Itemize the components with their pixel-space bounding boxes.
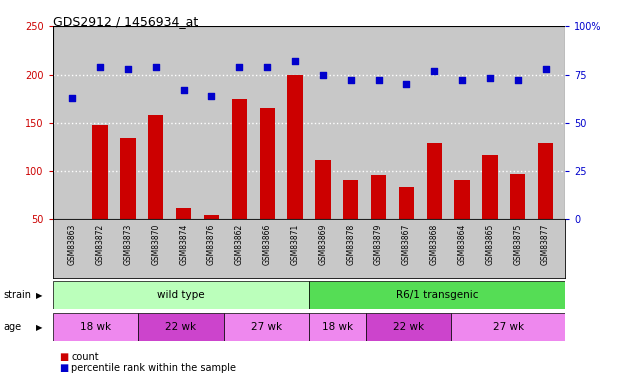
Text: GSM83867: GSM83867: [402, 224, 411, 266]
Bar: [427, 143, 442, 219]
Text: GDS2912 / 1456934_at: GDS2912 / 1456934_at: [53, 15, 198, 28]
Bar: [371, 175, 386, 219]
Bar: [538, 143, 553, 219]
Text: count: count: [71, 352, 99, 362]
Bar: [176, 208, 191, 219]
Text: GSM83877: GSM83877: [541, 224, 550, 266]
Point: [151, 64, 161, 70]
Text: GSM83865: GSM83865: [486, 224, 494, 266]
Bar: [204, 214, 219, 219]
Bar: [309, 281, 565, 309]
Point: [541, 66, 551, 72]
Point: [262, 64, 272, 70]
Bar: [53, 281, 309, 309]
Text: 22 wk: 22 wk: [393, 322, 424, 332]
Text: 27 wk: 27 wk: [251, 322, 282, 332]
Point: [95, 64, 105, 70]
Bar: [93, 125, 108, 219]
Text: GSM83868: GSM83868: [430, 224, 439, 265]
Point: [457, 77, 467, 83]
Text: age: age: [3, 322, 21, 332]
Text: GSM83866: GSM83866: [263, 224, 271, 266]
Text: 22 wk: 22 wk: [165, 322, 196, 332]
Text: 18 wk: 18 wk: [80, 322, 111, 332]
Bar: [315, 159, 330, 219]
Text: GSM83879: GSM83879: [374, 224, 383, 266]
Text: GSM83862: GSM83862: [235, 224, 244, 265]
Text: GSM83876: GSM83876: [207, 224, 216, 266]
Bar: [260, 108, 275, 219]
Text: 18 wk: 18 wk: [322, 322, 353, 332]
Point: [179, 87, 189, 93]
Bar: [120, 138, 135, 219]
Text: GSM83869: GSM83869: [319, 224, 327, 266]
Bar: [224, 313, 309, 341]
Text: GSM83871: GSM83871: [291, 224, 299, 265]
Text: GSM83875: GSM83875: [514, 224, 522, 266]
Text: GSM83873: GSM83873: [124, 224, 132, 266]
Bar: [138, 313, 224, 341]
Bar: [343, 180, 358, 219]
Point: [429, 68, 439, 74]
Bar: [510, 174, 525, 219]
Point: [513, 77, 523, 83]
Point: [290, 58, 300, 64]
Text: 27 wk: 27 wk: [492, 322, 524, 332]
Point: [207, 93, 217, 99]
Bar: [483, 154, 497, 219]
Bar: [451, 313, 565, 341]
Text: ▶: ▶: [36, 322, 42, 332]
Text: GSM83872: GSM83872: [96, 224, 104, 265]
Point: [234, 64, 244, 70]
Point: [123, 66, 133, 72]
Text: GSM83874: GSM83874: [179, 224, 188, 266]
Text: percentile rank within the sample: percentile rank within the sample: [71, 363, 237, 373]
Bar: [288, 75, 302, 219]
Text: strain: strain: [3, 290, 31, 300]
Bar: [148, 115, 163, 219]
Bar: [309, 313, 366, 341]
Text: R6/1 transgenic: R6/1 transgenic: [396, 290, 478, 300]
Point: [318, 72, 328, 78]
Bar: [366, 313, 451, 341]
Bar: [455, 180, 469, 219]
Bar: [232, 99, 247, 219]
Text: ■: ■: [59, 363, 68, 373]
Text: GSM83878: GSM83878: [347, 224, 355, 265]
Point: [346, 77, 356, 83]
Text: wild type: wild type: [157, 290, 205, 300]
Point: [401, 81, 411, 87]
Text: ■: ■: [59, 352, 68, 362]
Text: GSM83863: GSM83863: [68, 224, 77, 266]
Text: GSM83864: GSM83864: [458, 224, 466, 266]
Point: [67, 95, 77, 101]
Text: GSM83870: GSM83870: [152, 224, 160, 266]
Point: [374, 77, 384, 83]
Bar: [53, 313, 138, 341]
Bar: [399, 186, 414, 219]
Text: ▶: ▶: [36, 291, 42, 300]
Bar: [65, 219, 80, 221]
Point: [485, 75, 495, 81]
